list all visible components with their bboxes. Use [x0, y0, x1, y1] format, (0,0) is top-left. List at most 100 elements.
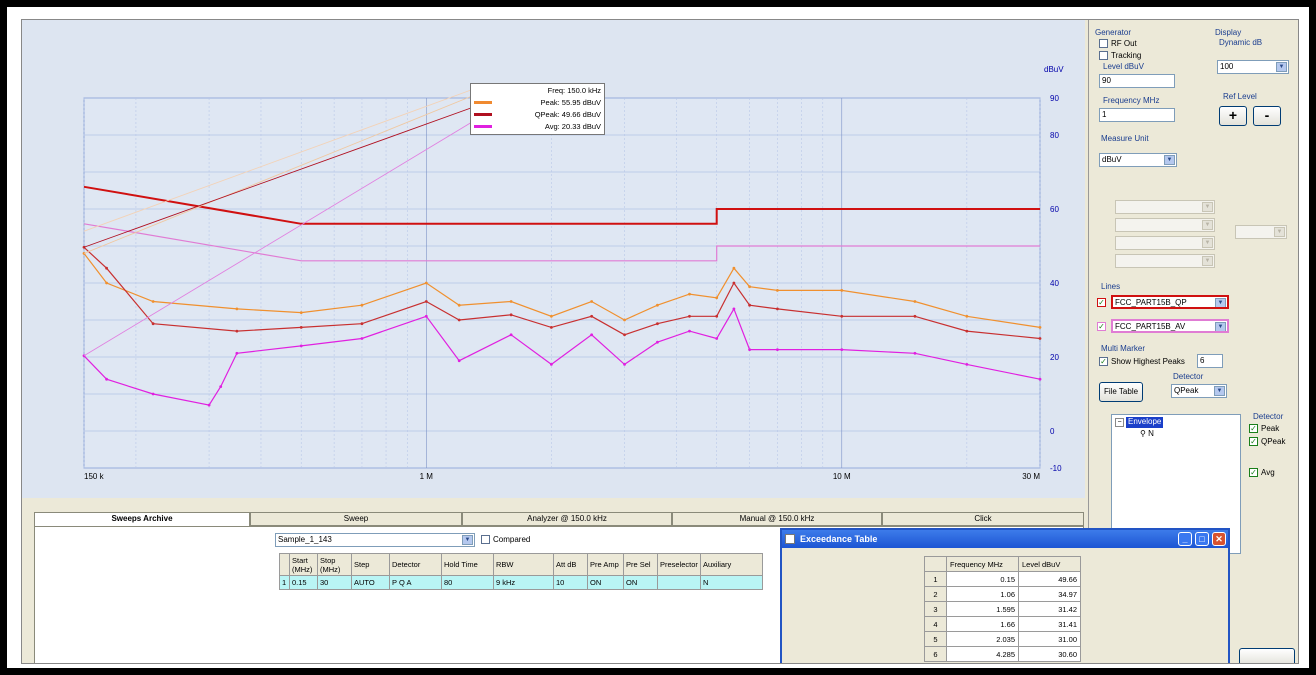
spectrum-plot[interactable]: 90 80 60 40 20 0 -10 dBuV 150 k 1 M 10 M 30 M Freq:… [22, 20, 1085, 498]
series-line-fcc_part15b_qp [83, 185, 1040, 225]
tree-expand-icon[interactable]: − [1115, 418, 1124, 427]
detector-value: QPeak [1174, 386, 1199, 395]
table-row[interactable]: 4 1.66 31.41 [924, 616, 1081, 632]
line1-checkbox[interactable]: ✓ [1097, 298, 1106, 307]
series-point-avg [235, 351, 239, 355]
series-point-qpeak [299, 326, 303, 329]
series-line-peak [83, 253, 1041, 328]
dynamic-value: 100 [1220, 62, 1234, 71]
row-level: 30.60 [1018, 646, 1081, 662]
series-point-peak [688, 292, 691, 296]
detector-qpeak-checkbox[interactable]: ✓ [1249, 437, 1258, 446]
tab-sweep[interactable]: Sweep [250, 512, 462, 526]
row-frequency: 0.15 [946, 571, 1019, 587]
tracking-checkbox[interactable] [1099, 51, 1108, 60]
series-point-avg [776, 348, 779, 351]
series-point-qpeak [549, 326, 553, 329]
show-peaks-input[interactable]: 6 [1197, 354, 1223, 368]
tab-click[interactable]: Click [882, 512, 1084, 526]
table-row[interactable]: 5 2.035 31.00 [924, 631, 1081, 647]
ref-level-minus-button[interactable]: - [1253, 106, 1281, 126]
maximize-icon[interactable]: □ [1195, 532, 1209, 546]
show-peaks-checkbox[interactable]: ✓ [1099, 357, 1108, 366]
close-icon[interactable]: ✕ [1212, 532, 1226, 546]
tab-analyzer[interactable]: Analyzer @ 150.0 kHz [462, 512, 672, 526]
series-point-peak [235, 307, 239, 311]
file-table-button[interactable]: File Table [1099, 382, 1143, 402]
table-header-row: Start (MHz) Stop (MHz) Step Detector Hol… [279, 553, 763, 576]
frequency-input[interactable]: 1 [1099, 108, 1175, 122]
measure-unit-value: dBuV [1102, 155, 1122, 164]
dynamic-select[interactable]: 100 ▼ [1217, 60, 1289, 74]
table-cell: AUTO [351, 575, 390, 590]
detector-peak-checkbox[interactable]: ✓ [1249, 424, 1258, 433]
tree-root-item[interactable]: Envelope [1126, 417, 1164, 428]
table-row[interactable]: 6 4.285 30.60 [924, 646, 1081, 662]
series-point-peak [549, 314, 553, 318]
measure-unit-select[interactable]: dBuV ▼ [1099, 153, 1177, 167]
x-tick-label: 1 M [420, 472, 434, 481]
table-header-cell: Stop (MHz) [317, 553, 352, 576]
sample-select[interactable]: Sample_1_143 ▼ [275, 533, 475, 547]
disabled-select-2: ▼ [1115, 218, 1215, 232]
exceedance-title: Exceedance Table [800, 534, 878, 544]
table-row[interactable]: 2 1.06 34.97 [924, 586, 1081, 602]
table-row[interactable]: 1 0.15 30 AUTO P Q A 80 9 kHz 10 ON ON N [279, 575, 763, 590]
series-point-qpeak [151, 322, 155, 326]
table-icon [785, 534, 795, 544]
y-tick-label: 40 [1050, 279, 1059, 288]
disabled-select-3: ▼ [1115, 236, 1215, 250]
series-line-fcc_part15b_av [83, 223, 1040, 262]
series-point-avg [1038, 377, 1042, 381]
chevron-down-icon: ▼ [1202, 256, 1213, 266]
sweeps-table: Start (MHz) Stop (MHz) Step Detector Hol… [279, 553, 763, 590]
legend-qpeak-label: QPeak: 49.66 dBuV [534, 109, 601, 119]
legend-row-freq: Freq: 150.0 kHz [471, 84, 604, 96]
line1-select[interactable]: FCC_PART15B_QP ▼ [1111, 295, 1229, 309]
series-point-avg [207, 403, 211, 407]
x-tick-label: 30 M [1022, 472, 1040, 481]
line2-select[interactable]: FCC_PART15B_AV ▼ [1111, 319, 1229, 333]
ref-level-plus-button[interactable]: + [1219, 106, 1247, 126]
detector-avg-checkbox[interactable]: ✓ [1249, 468, 1258, 477]
y-tick-label: -10 [1050, 464, 1062, 473]
series-point-qpeak [748, 303, 752, 307]
tracking-label: Tracking [1111, 51, 1142, 60]
table-cell: 80 [441, 575, 494, 590]
minimize-icon[interactable]: _ [1178, 532, 1192, 546]
plot-canvas[interactable]: 90 80 60 40 20 0 -10 dBuV 150 k 1 M 10 M 30 M [22, 20, 1085, 498]
row-frequency: 2.035 [946, 631, 1019, 647]
exceedance-titlebar[interactable]: Exceedance Table _ □ ✕ [782, 530, 1228, 548]
compared-checkbox[interactable] [481, 535, 490, 544]
table-header-cell: Start (MHz) [289, 553, 318, 576]
exceedance-window[interactable]: Exceedance Table _ □ ✕ Frequency MHz Lev… [780, 528, 1230, 663]
series-point-qpeak [424, 300, 428, 303]
rf-out-checkbox[interactable] [1099, 39, 1108, 48]
table-cell: 1 [279, 575, 290, 590]
legend-swatch [474, 112, 492, 116]
detector-qpeak-label: QPeak [1261, 437, 1286, 446]
level-input[interactable]: 90 [1099, 74, 1175, 88]
lines-label: Lines [1101, 282, 1121, 291]
row-level: 31.41 [1018, 616, 1081, 632]
detector-select[interactable]: QPeak ▼ [1171, 384, 1227, 398]
series-point-qpeak [840, 314, 844, 318]
tree-child-item[interactable]: ⚲ N [1140, 429, 1154, 438]
y-tick-label: 60 [1050, 205, 1059, 214]
tab-manual[interactable]: Manual @ 150.0 kHz [672, 512, 882, 526]
series-point-peak [360, 303, 364, 307]
panel-action-button[interactable] [1239, 648, 1295, 663]
series-point-avg [965, 363, 969, 366]
series-point-qpeak [656, 322, 659, 326]
detector2-label: Detector [1253, 412, 1284, 421]
tab-sweeps-archive[interactable]: Sweeps Archive [34, 512, 250, 528]
series-point-qpeak [688, 314, 691, 318]
series-point-peak [656, 303, 659, 307]
table-row[interactable]: 1 0.15 49.66 [924, 571, 1081, 587]
table-row[interactable]: 3 1.595 31.42 [924, 601, 1081, 617]
disabled-select-1: ▼ [1115, 200, 1215, 214]
line2-checkbox[interactable]: ✓ [1097, 322, 1106, 331]
level-label: Level dBuV [1103, 62, 1144, 71]
row-index: 6 [924, 646, 947, 662]
